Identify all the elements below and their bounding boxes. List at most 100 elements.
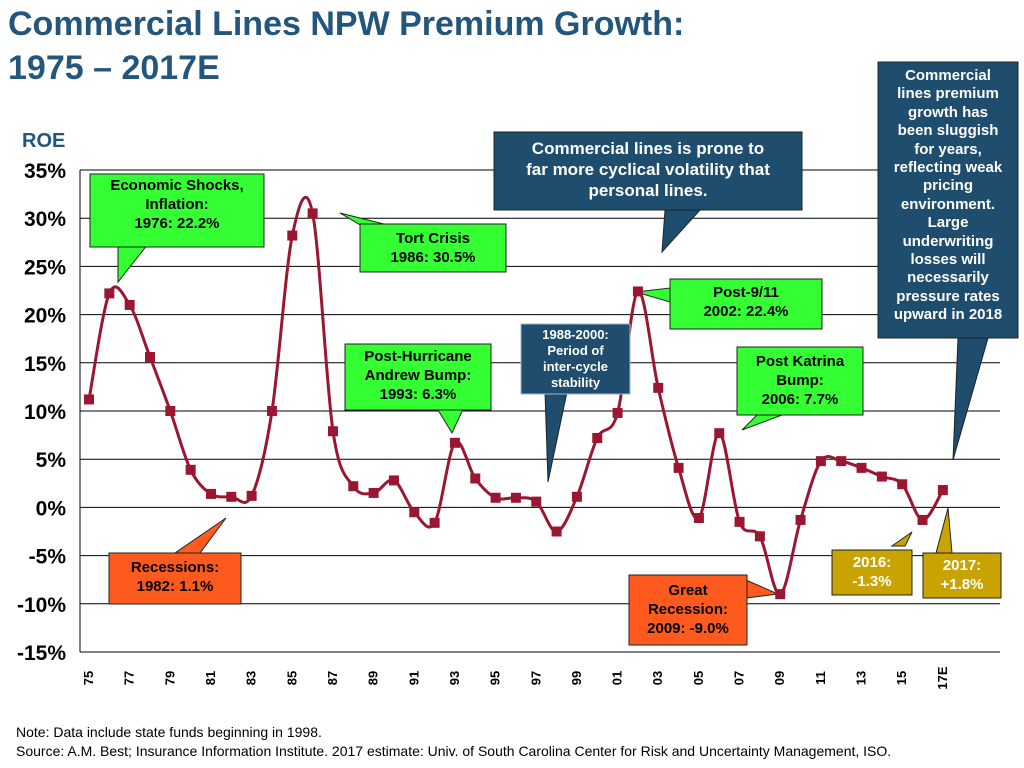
katrina-callout-line: Bump: [776, 372, 824, 389]
sluggish-callout-box [877, 61, 1019, 339]
x-tick-label: 91 [406, 671, 421, 685]
data-point [836, 456, 847, 467]
y-tick-label: 0% [36, 497, 67, 520]
series-line [87, 196, 945, 596]
x-tick-label: 17E [935, 666, 950, 689]
volatility-callout-text-area: Commercial lines is prone to far more cyc… [526, 139, 770, 200]
y-tick-label: 35% [24, 160, 66, 183]
data-point [470, 473, 481, 484]
x-tick-label: 81 [203, 671, 218, 685]
data-point [287, 230, 298, 241]
stability-callout-line: stability [550, 375, 601, 390]
tort-callout-line: Tort Crisis [396, 230, 470, 247]
stability-callout-line: inter-cycle [542, 359, 609, 374]
y2017-callout-text-area: 2017: +1.8% [923, 553, 1001, 598]
x-tick-label: 89 [366, 671, 381, 685]
stability-callout-box [520, 323, 631, 395]
title-line-2: 1975 – 2017E [8, 49, 220, 87]
stability-pointer [544, 391, 568, 483]
great-callout-box [628, 574, 748, 646]
volatility-callout-line: far more cyclical volatility that [526, 160, 770, 179]
y2016-callout-line: 2016: [852, 554, 892, 571]
katrina-callout-box [736, 346, 864, 416]
data-point [165, 406, 176, 416]
data-point [693, 513, 704, 524]
recessions-callout-text-area: Recessions: 1982: 1.1% [131, 559, 219, 595]
y-tick-label: 5% [36, 449, 67, 472]
data-point [388, 475, 399, 486]
sluggish-callout-line: environment. [900, 195, 996, 213]
data-point [510, 492, 521, 503]
data-point [917, 514, 928, 525]
y-tick-label: 20% [24, 305, 66, 328]
data-point [266, 406, 277, 416]
data-point [632, 286, 643, 297]
data-point [429, 517, 440, 528]
data-point [490, 492, 501, 503]
data-point [327, 426, 338, 437]
x-tick-label: 09 [772, 671, 787, 685]
tort-callout-line: 1986: 30.5% [390, 249, 476, 266]
andrew-callout-box [344, 343, 492, 411]
econ-pointer [117, 243, 150, 284]
data-point [205, 488, 216, 499]
data-point [653, 382, 664, 393]
data-point [144, 352, 155, 363]
y2016-callout-text-area: 2016: -1.3% [832, 550, 912, 595]
sluggish-pointer [952, 337, 989, 461]
sluggish-callout-line: Large [927, 214, 969, 232]
y2016-pointer [890, 531, 913, 547]
y2016-callout-text: 2016: -1.3% [832, 550, 912, 595]
data-point [815, 456, 826, 467]
data-point [368, 487, 379, 498]
y-tick-label: 30% [24, 208, 66, 231]
y-tick-label: -5% [29, 546, 67, 569]
data-point [551, 526, 562, 537]
x-tick-label: 83 [244, 671, 259, 685]
andrew-callout-line: Post-Hurricane [364, 348, 472, 365]
great-callout-line: Recession: [647, 601, 729, 618]
y2017-pointer [935, 507, 953, 554]
data-point [409, 507, 420, 518]
page-title: Commercial Lines NPW Premium Growth: 197… [8, 2, 684, 90]
x-tick-label: 95 [488, 671, 503, 685]
data-point [84, 394, 94, 405]
data-point [612, 407, 623, 418]
data-point [104, 288, 115, 299]
sluggish-callout-line: losses will [910, 251, 986, 269]
x-tick-label: 97 [528, 671, 543, 685]
data-point [775, 589, 786, 600]
sluggish-callout-line: pressure rates [896, 287, 1000, 305]
katrina-callout-line: 2006: 7.7% [761, 391, 839, 408]
andrew-callout-text-area: Post-Hurricane Andrew Bump: 1993: 6.3% [364, 348, 472, 403]
stability-callout-line: Period of [547, 343, 604, 358]
econ-callout-box [89, 173, 265, 248]
y-tick-label: 25% [24, 256, 66, 279]
volatility-pointer [661, 209, 702, 254]
great-callout-text-area: Great Recession: 2009: -9.0% [629, 575, 747, 645]
sluggish-callout-line: underwriting [902, 232, 994, 250]
volatility-callout-line: Commercial lines is prone to [531, 139, 765, 158]
data-point [307, 208, 318, 219]
x-tick-label: 07 [732, 671, 747, 685]
data-point [876, 471, 887, 482]
data-point [897, 479, 908, 490]
katrina-callout-text-area: Post Katrina Bump: 2006: 7.7% [737, 347, 863, 415]
data-point [795, 514, 806, 525]
data-point [856, 462, 867, 473]
x-tick-label: 93 [447, 671, 462, 685]
data-point [754, 531, 765, 542]
data-point [673, 462, 684, 473]
y2017-callout-text: 2017: +1.8% [923, 553, 1001, 598]
katrina-callout-text: Post Katrina Bump: 2006: 7.7% [737, 347, 863, 415]
y-tick-label: -15% [17, 642, 66, 665]
sluggish-callout-line: Commercial [905, 67, 991, 84]
post911-callout-line: 2002: 22.4% [703, 303, 789, 320]
y-tick-label: 10% [24, 401, 66, 424]
katrina-callout-line: Post Katrina [755, 353, 845, 370]
x-tick-label: 85 [284, 671, 299, 685]
data-point [531, 496, 542, 507]
great-callout-text: Great Recession: 2009: -9.0% [629, 575, 747, 645]
